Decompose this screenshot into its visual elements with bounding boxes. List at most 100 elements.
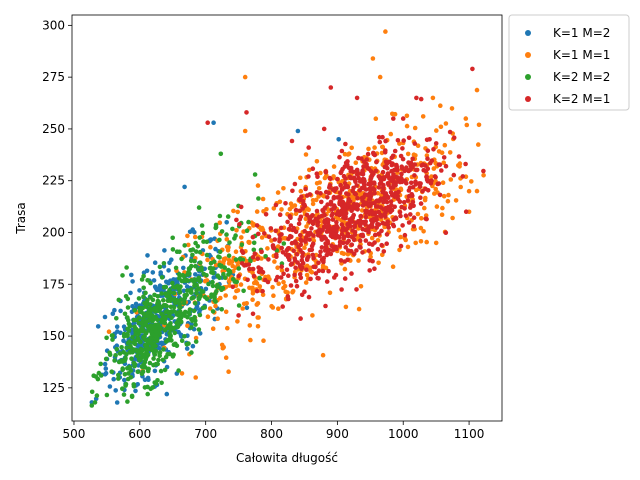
data-point [168,304,174,310]
data-point [114,343,120,349]
data-point [317,253,323,258]
data-point [131,317,137,323]
data-point [402,232,408,238]
data-point [386,174,391,179]
data-point [241,229,246,234]
data-point [392,194,398,200]
data-point [287,206,293,212]
data-point [197,235,202,240]
data-point [323,241,328,246]
data-point [250,297,255,303]
data-point [371,216,376,222]
data-point [366,181,371,187]
data-point [123,355,128,361]
data-point [125,315,130,320]
data-point [382,211,387,217]
data-point [203,286,209,292]
data-point [230,276,236,282]
data-point [322,219,327,225]
data-point [441,160,447,165]
data-point [119,345,124,350]
data-point [356,155,361,161]
data-point [367,268,373,273]
data-point [236,313,241,318]
data-point [188,290,194,295]
data-point [159,311,164,317]
data-point [201,239,206,244]
data-point [199,223,205,228]
data-point [371,180,377,185]
data-point [424,177,430,182]
data-point [177,276,182,281]
data-point [349,248,354,254]
data-point [205,314,211,320]
data-point [112,307,117,313]
data-point [193,272,198,277]
data-point [140,347,145,353]
data-point [257,275,263,281]
data-point [406,188,412,193]
data-point [395,138,401,143]
data-point [403,237,409,243]
data-point [122,372,128,377]
data-point [265,279,271,285]
data-point [360,233,366,239]
data-point [135,369,141,375]
data-point [182,334,187,339]
data-point [210,283,216,289]
data-point [433,186,439,192]
data-point [351,237,357,243]
data-point [355,168,360,174]
data-point [265,246,270,251]
data-point [470,66,475,72]
data-point [343,141,348,147]
data-point [431,166,437,171]
data-point [89,403,95,408]
data-point [192,258,197,264]
data-point [341,215,346,220]
data-point [133,388,138,394]
data-point [192,280,197,285]
data-point [261,338,266,344]
data-point [324,225,330,231]
data-point [283,289,289,295]
data-point [213,262,219,268]
data-point [316,268,322,274]
data-point [369,221,375,226]
data-point [314,190,320,195]
data-point [257,284,263,289]
data-point [433,240,439,246]
data-point [395,175,401,180]
data-point [398,175,404,181]
data-point [226,369,231,375]
data-point [205,257,210,263]
data-point [374,159,379,165]
data-point [279,264,285,269]
data-point [139,371,145,377]
data-point [325,195,330,200]
data-point [137,305,142,311]
data-point [287,233,293,239]
data-point [439,168,444,173]
data-point [204,252,210,258]
data-point [451,172,457,178]
data-point [335,176,340,182]
data-point [141,311,146,317]
data-point [363,200,369,206]
data-point [463,116,469,121]
data-point [333,234,338,240]
data-point [343,304,349,310]
data-point [123,294,129,299]
data-point [115,329,120,334]
data-point [197,249,203,255]
data-point [196,275,202,281]
data-point [244,110,249,115]
data-point [113,388,118,393]
legend-label: K=2 M=2 [553,70,610,84]
data-point [296,221,302,226]
data-point [154,330,160,335]
data-point [145,278,150,283]
legend-label: K=2 M=1 [553,92,610,106]
data-point [174,249,180,254]
data-point [207,306,213,311]
